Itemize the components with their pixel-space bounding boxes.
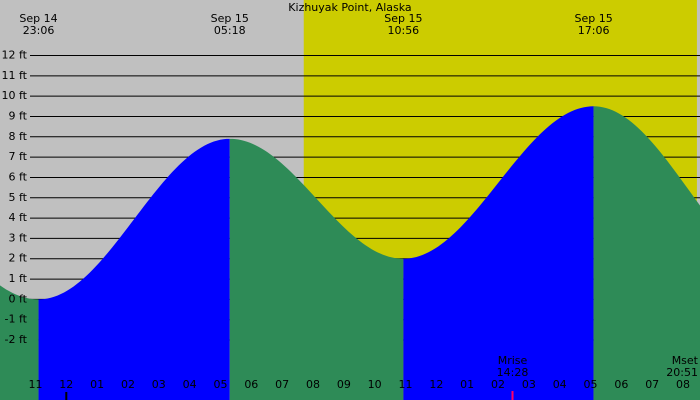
y-tick-label: 9 ft: [9, 109, 28, 122]
x-tick-label: 12: [59, 378, 73, 391]
x-tick-label: 02: [491, 378, 505, 391]
moon-event-name: Mset: [672, 354, 699, 367]
y-tick-label: -1 ft: [5, 313, 28, 326]
x-tick-label: 10: [368, 378, 382, 391]
x-tick-label: 07: [275, 378, 289, 391]
y-tick-label: 12 ft: [2, 48, 28, 61]
x-tick-label: 09: [337, 378, 351, 391]
extreme-date: Sep 15: [574, 12, 612, 25]
x-tick-label: 11: [28, 378, 42, 391]
x-tick-label: 06: [244, 378, 258, 391]
x-tick-label: 03: [522, 378, 536, 391]
falling-tide: [593, 106, 700, 400]
x-tick-label: 06: [614, 378, 628, 391]
extreme-date: Sep 15: [211, 12, 249, 25]
y-tick-label: 6 ft: [9, 170, 28, 183]
extreme-time: 17:06: [578, 24, 610, 37]
y-tick-label: 1 ft: [9, 272, 28, 285]
x-tick-label: 05: [213, 378, 227, 391]
chart-title: Kizhuyak Point, Alaska: [288, 1, 411, 14]
y-tick-label: 2 ft: [9, 252, 28, 265]
y-tick-label: 5 ft: [9, 191, 28, 204]
x-tick-label: 08: [676, 378, 690, 391]
moon-event-time: 20:51: [666, 366, 698, 379]
y-tick-label: 7 ft: [9, 150, 28, 163]
y-tick-label: 4 ft: [9, 211, 28, 224]
y-tick-label: 3 ft: [9, 231, 28, 244]
moon-event-time: 14:28: [497, 366, 529, 379]
x-tick-label: 01: [460, 378, 474, 391]
extreme-time: 10:56: [387, 24, 419, 37]
x-tick-label: 05: [584, 378, 598, 391]
x-tick-label: 01: [90, 378, 104, 391]
y-tick-label: -2 ft: [5, 333, 28, 346]
x-tick-label: 02: [121, 378, 135, 391]
extreme-date: Sep 15: [384, 12, 422, 25]
x-tick-label: 12: [429, 378, 443, 391]
x-tick-label: 04: [183, 378, 197, 391]
extreme-time: 23:06: [23, 24, 55, 37]
falling-tide: [229, 138, 404, 400]
extreme-time: 05:18: [214, 24, 246, 37]
y-tick-label: 8 ft: [9, 130, 28, 143]
x-tick-label: 03: [152, 378, 166, 391]
rising-tide: [38, 138, 230, 400]
x-tick-label: 04: [553, 378, 567, 391]
extreme-date: Sep 14: [19, 12, 57, 25]
y-tick-label: 0 ft: [9, 292, 28, 305]
y-tick-label: 10 ft: [2, 89, 28, 102]
y-tick-label: 11 ft: [2, 69, 28, 82]
moon-event-name: Mrise: [498, 354, 528, 367]
rising-tide: [403, 106, 594, 400]
x-tick-label: 08: [306, 378, 320, 391]
x-tick-label: 07: [645, 378, 659, 391]
x-tick-label: 11: [399, 378, 413, 391]
falling-tide: [0, 285, 39, 400]
